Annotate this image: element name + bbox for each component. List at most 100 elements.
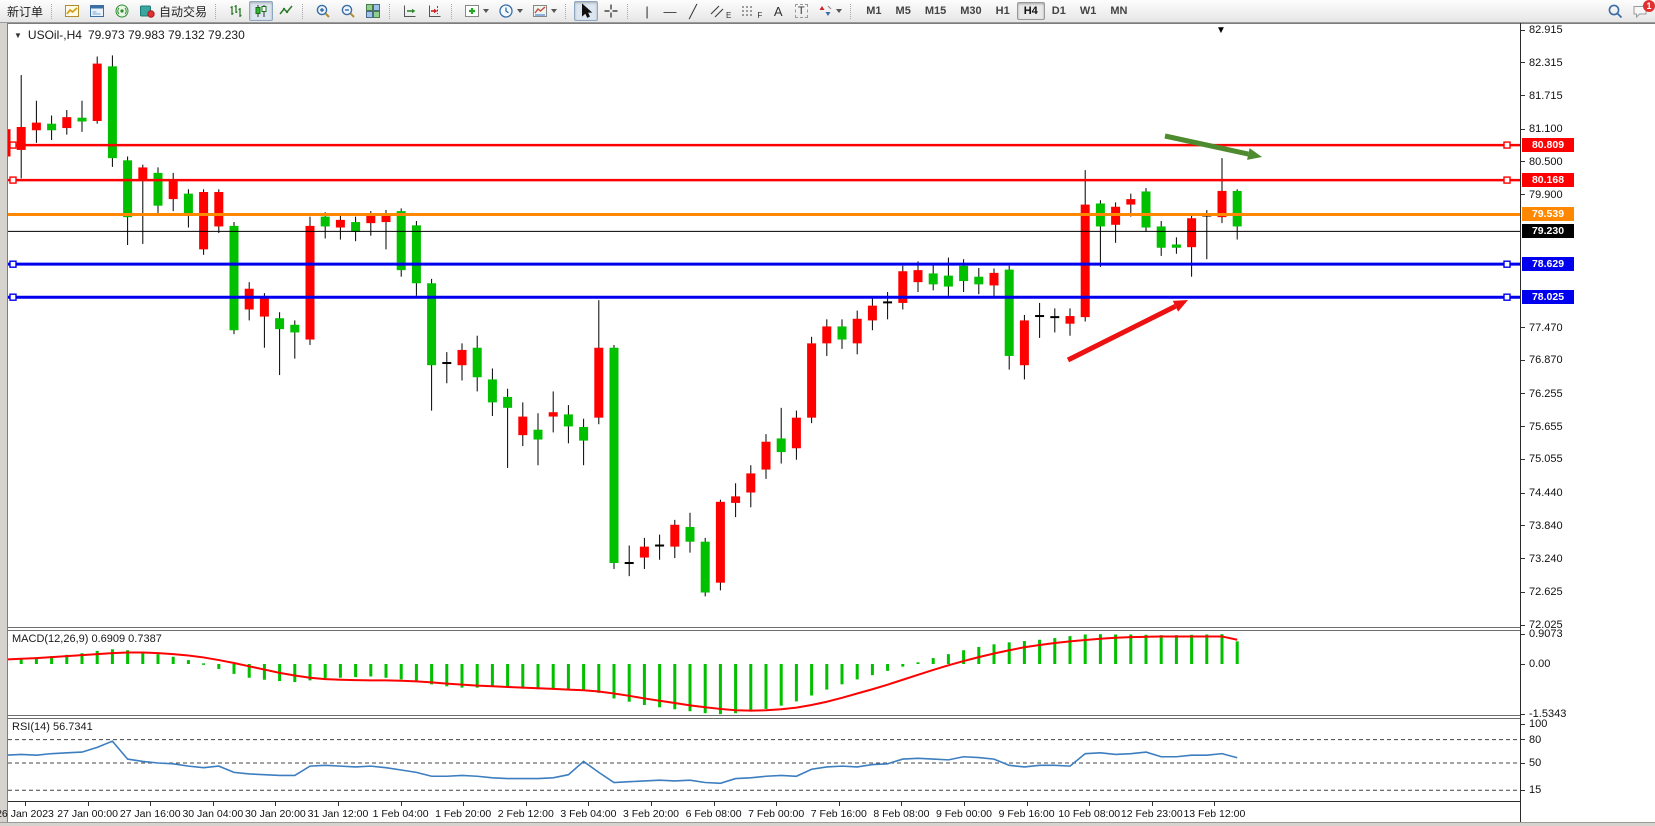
chart-shift-button[interactable] [423, 1, 447, 21]
zoom-out-button[interactable] [336, 1, 360, 21]
trendline-button[interactable]: ╱ [682, 1, 704, 21]
timeframe-button-M1[interactable]: M1 [859, 2, 888, 20]
equidistant-channel-button[interactable]: E [705, 1, 735, 21]
macd-histogram-bar [1022, 641, 1026, 664]
dropdown-caret-icon [836, 9, 843, 13]
price-tag: 80.168 [1522, 173, 1574, 188]
candlestick [1217, 158, 1227, 224]
price-axis-tick: 75.655 [1529, 420, 1563, 433]
trend-arrow[interactable] [1066, 300, 1188, 363]
candlestick [214, 189, 224, 233]
price-axis-tick: 80.500 [1529, 155, 1563, 168]
line-handle[interactable] [1503, 293, 1511, 301]
line-handle[interactable] [9, 141, 17, 149]
templates-button[interactable] [528, 1, 561, 21]
line-handle[interactable] [1503, 176, 1511, 184]
candlestick-chart-button[interactable] [249, 1, 274, 21]
profiles-button[interactable] [85, 1, 109, 21]
line-handle[interactable] [9, 176, 17, 184]
indicators-button[interactable] [460, 1, 493, 21]
line-handle[interactable] [1503, 260, 1511, 268]
line-handle[interactable] [9, 293, 17, 301]
time-axis-label: 7 Feb 00:00 [748, 808, 805, 820]
macd-histogram-bar [642, 664, 646, 705]
tile-windows-button[interactable] [361, 1, 385, 21]
search-button[interactable] [1603, 1, 1627, 21]
main-chart-panel[interactable] [8, 24, 1520, 627]
price-axis-tick: 81.715 [1529, 89, 1563, 102]
notifications-button[interactable]: 1 [1628, 0, 1655, 21]
macd-histogram-bar [338, 664, 342, 678]
panel-separator[interactable] [8, 715, 1520, 719]
macd-histogram-bar [384, 664, 388, 678]
time-axis-label: 30 Jan 04:00 [182, 808, 244, 820]
macd-histogram-bar [931, 658, 935, 664]
timeframe-button-W1[interactable]: W1 [1073, 2, 1104, 20]
time-axis-label: 27 Jan 16:00 [119, 808, 181, 820]
candlestick [1080, 170, 1090, 322]
candlestick [92, 56, 102, 124]
cursor-button[interactable] [574, 1, 599, 21]
trend-arrow[interactable] [1164, 133, 1262, 160]
arrows-tool-button[interactable] [813, 1, 846, 21]
time-axis-label: 13 Feb 12:00 [1183, 808, 1246, 820]
periods-button[interactable] [494, 1, 527, 21]
auto-scroll-button[interactable] [398, 1, 422, 21]
text-tool-button[interactable]: A [767, 1, 789, 21]
timeframe-button-H1[interactable]: H1 [989, 2, 1017, 20]
new-chart-button[interactable] [60, 1, 84, 21]
zoom-in-icon [316, 4, 330, 18]
timeframe-button-MN[interactable]: MN [1103, 2, 1134, 20]
symbol-dropdown-icon[interactable]: ▼ [14, 30, 22, 40]
macd-histogram-bar [460, 664, 464, 688]
candlestick-chart-icon [255, 5, 267, 17]
timeframe-button-D1[interactable]: D1 [1045, 2, 1073, 20]
text-label-button[interactable]: T [790, 1, 812, 21]
panel-separator[interactable] [8, 627, 1520, 631]
horizontal-line-button[interactable]: — [659, 1, 681, 21]
time-axis-label: 8 Feb 08:00 [873, 808, 930, 820]
line-handle[interactable] [1503, 141, 1511, 149]
vertical-line-icon: | [645, 3, 649, 19]
price-axis[interactable]: 82.915 82.315 81.715 81.100 80.500 79.900 77.4… [1520, 23, 1655, 822]
macd-histogram-bar [1098, 634, 1102, 664]
time-axis[interactable]: 26 Jan 2023 27 Jan 00:00 27 Jan 16:00 30 Ja… [0, 801, 1520, 823]
new-order-button[interactable]: 新订单 [3, 1, 47, 21]
time-axis-label: 31 Jan 12:00 [307, 808, 369, 820]
price-axis-tick: 73.240 [1529, 552, 1563, 565]
macd-histogram-bar [232, 664, 236, 674]
candlestick [138, 164, 148, 244]
fibonacci-button[interactable]: F [736, 1, 766, 21]
macd-histogram-bar [1083, 634, 1087, 664]
chart-ohlc-values: 79.973 79.983 79.132 79.230 [87, 28, 245, 42]
autotrading-button[interactable]: 自动交易 [135, 1, 211, 21]
timeframe-button-H4[interactable]: H4 [1016, 2, 1045, 20]
bar-chart-button[interactable] [224, 1, 248, 21]
macd-histogram-bar [354, 664, 358, 678]
timeframe-button-M30[interactable]: M30 [953, 2, 988, 20]
macd-histogram-bar [80, 653, 84, 664]
chart-shift-marker[interactable]: ▼ [1216, 25, 1226, 36]
macd-panel[interactable] [8, 631, 1520, 715]
signals-button[interactable] [110, 1, 134, 21]
macd-histogram-bar [597, 664, 601, 693]
vertical-line-button[interactable]: | [636, 1, 658, 21]
macd-histogram-bar [445, 664, 449, 687]
line-handle[interactable] [9, 260, 17, 268]
notification-badge: 1 [1643, 0, 1655, 12]
toolbar-grip [389, 3, 394, 19]
candlestick [1187, 213, 1197, 277]
timeframe-button-M5[interactable]: M5 [889, 2, 918, 20]
timeframe-button-M15[interactable]: M15 [918, 2, 953, 20]
crosshair-button[interactable] [599, 1, 623, 21]
zoom-in-button[interactable] [311, 1, 335, 21]
time-axis-label: 3 Feb 20:00 [622, 808, 680, 820]
macd-axis-tick: 0.9073 [1529, 628, 1563, 641]
macd-histogram-bar [1144, 634, 1148, 664]
candlestick [913, 261, 923, 292]
candlestick [381, 210, 391, 250]
rsi-panel[interactable] [8, 719, 1520, 801]
toolbar: 新订单 自动交易 | — ╱ E F A T M1 M5 M15 M30 H1 H4 D1 W… [0, 0, 1655, 23]
price-axis-tick: 81.100 [1529, 123, 1563, 136]
line-chart-button[interactable] [274, 1, 298, 21]
